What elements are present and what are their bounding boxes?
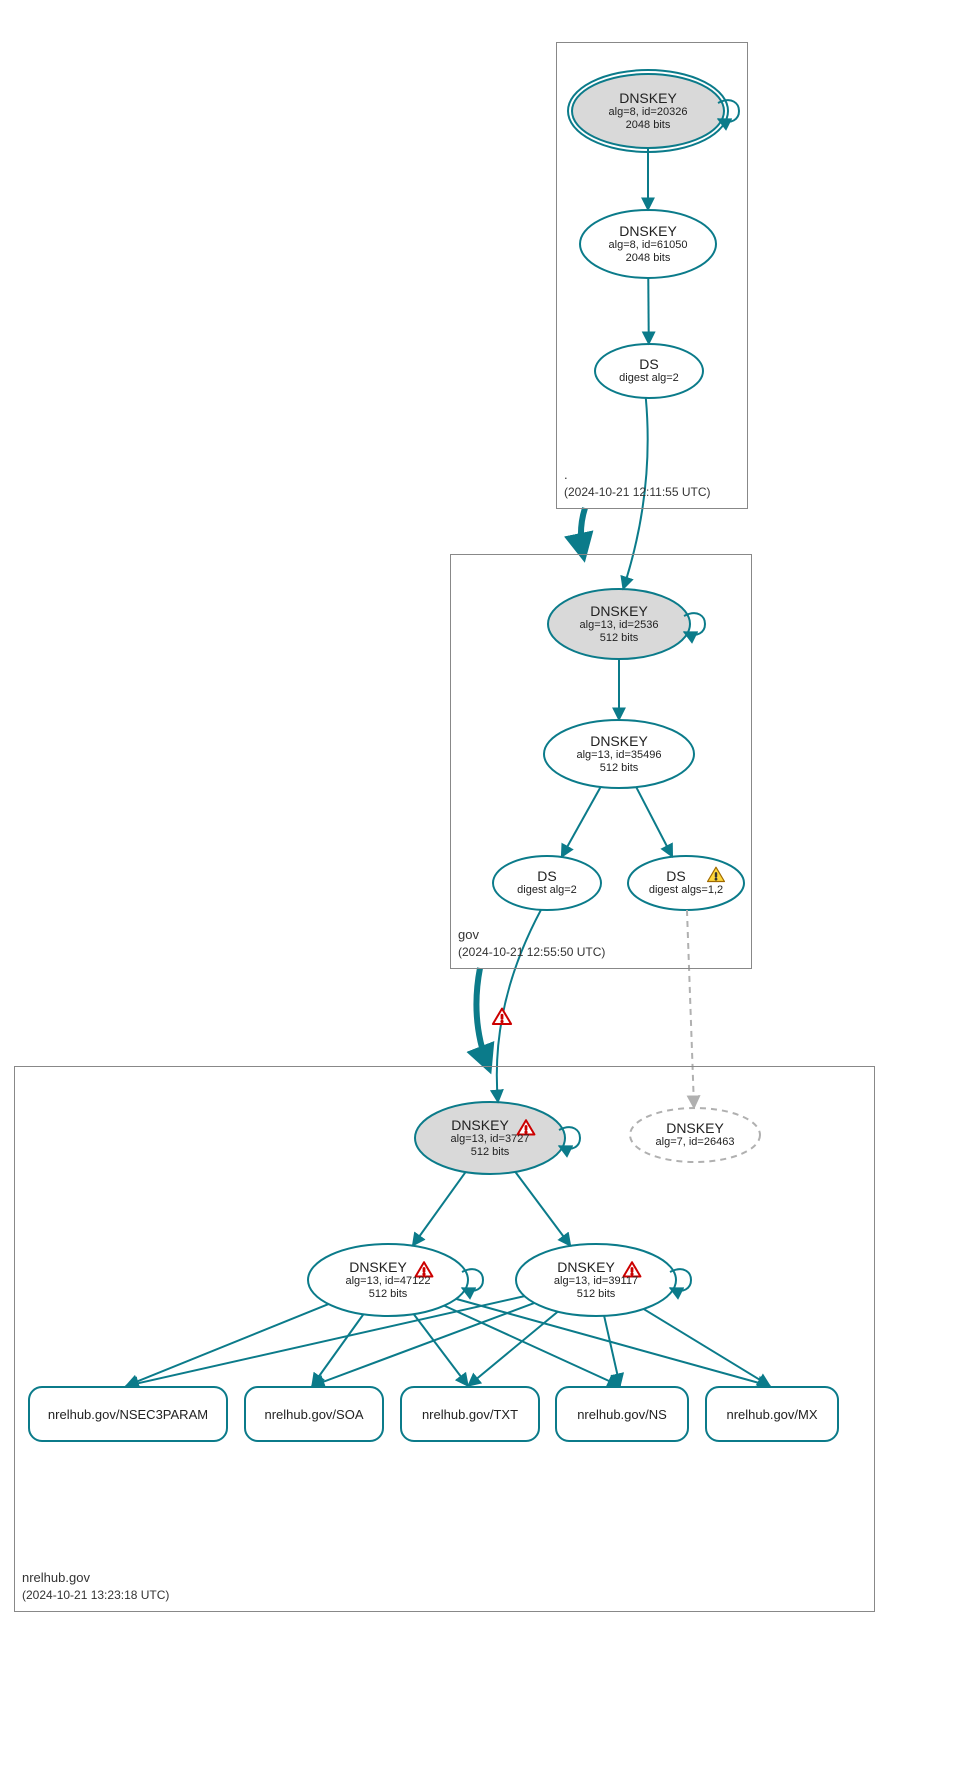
node-gov_ksk-sub2: 512 bits bbox=[600, 632, 639, 645]
node-gov_zsk-sub2: 512 bits bbox=[600, 762, 639, 775]
rrset-ns-label: nrelhub.gov/NS bbox=[577, 1407, 667, 1422]
node-nr_dashed-sub1: alg=7, id=26463 bbox=[656, 1136, 735, 1149]
node-root_ksk-title: DNSKEY bbox=[619, 90, 677, 106]
node-gov_ksk: DNSKEYalg=13, id=2536512 bits bbox=[548, 589, 690, 659]
node-root_ds-sub1: digest alg=2 bbox=[619, 372, 679, 385]
rrset-ns: nrelhub.gov/NS bbox=[555, 1386, 689, 1442]
rrset-mx-label: nrelhub.gov/MX bbox=[726, 1407, 817, 1422]
node-root_ds-title: DS bbox=[639, 356, 658, 372]
node-root_zsk-sub2: 2048 bits bbox=[626, 252, 671, 265]
node-root_ksk: DNSKEYalg=8, id=203262048 bits bbox=[572, 74, 724, 148]
node-gov_ds1-sub1: digest alg=2 bbox=[517, 884, 577, 897]
node-nr_zsk2: DNSKEYalg=13, id=39117512 bits bbox=[516, 1244, 676, 1316]
node-root_zsk-sub1: alg=8, id=61050 bbox=[609, 239, 688, 252]
zone-gov-ts: (2024-10-21 12:55:50 UTC) bbox=[458, 945, 605, 959]
node-nr_zsk2-sub1: alg=13, id=39117 bbox=[554, 1275, 638, 1288]
node-nr_zsk1-sub1: alg=13, id=47122 bbox=[345, 1275, 430, 1288]
node-root_ds: DSdigest alg=2 bbox=[595, 344, 703, 398]
node-gov_ds2-title: DS bbox=[666, 868, 685, 884]
error-icon bbox=[513, 1118, 529, 1132]
zone-nrelhub-ts: (2024-10-21 13:23:18 UTC) bbox=[22, 1588, 169, 1602]
node-nr_ksk-sub1: alg=13, id=3727 bbox=[451, 1133, 530, 1146]
rrset-soa: nrelhub.gov/SOA bbox=[244, 1386, 384, 1442]
node-root_ksk-sub1: alg=8, id=20326 bbox=[609, 106, 688, 119]
zone-root-label: . bbox=[564, 467, 568, 482]
node-gov_ds2: DSdigest algs=1,2 bbox=[628, 856, 744, 910]
node-nr_ksk: DNSKEYalg=13, id=3727512 bits bbox=[415, 1102, 565, 1174]
zone-root-ts: (2024-10-21 12:11:55 UTC) bbox=[564, 485, 711, 499]
node-nr_ksk-sub2: 512 bits bbox=[471, 1146, 510, 1159]
node-root_ksk-sub2: 2048 bits bbox=[626, 119, 671, 132]
rrset-mx: nrelhub.gov/MX bbox=[705, 1386, 839, 1442]
node-nr_zsk1: DNSKEYalg=13, id=47122512 bits bbox=[308, 1244, 468, 1316]
warn-icon bbox=[690, 869, 706, 883]
error-icon bbox=[619, 1260, 635, 1274]
node-gov_zsk-title: DNSKEY bbox=[590, 733, 648, 749]
node-root_zsk-title: DNSKEY bbox=[619, 223, 677, 239]
rrset-txt: nrelhub.gov/TXT bbox=[400, 1386, 540, 1442]
node-gov_zsk: DNSKEYalg=13, id=35496512 bits bbox=[544, 720, 694, 788]
rrset-soa-label: nrelhub.gov/SOA bbox=[264, 1407, 363, 1422]
node-nr_zsk1-sub2: 512 bits bbox=[369, 1288, 408, 1301]
node-gov_ksk-sub1: alg=13, id=2536 bbox=[580, 619, 659, 632]
node-gov_ds2-sub1: digest algs=1,2 bbox=[649, 884, 723, 897]
zone-nrelhub-label: nrelhub.gov bbox=[22, 1570, 90, 1585]
zone-gov-label: gov bbox=[458, 927, 479, 942]
node-nr_dashed-title: DNSKEY bbox=[666, 1120, 724, 1136]
node-nr_zsk1-title: DNSKEY bbox=[349, 1259, 407, 1275]
rrset-txt-label: nrelhub.gov/TXT bbox=[422, 1407, 518, 1422]
node-nr_zsk2-sub2: 512 bits bbox=[577, 1288, 616, 1301]
node-gov_ds1-title: DS bbox=[537, 868, 556, 884]
node-root_zsk: DNSKEYalg=8, id=610502048 bits bbox=[580, 210, 716, 278]
error-icon bbox=[411, 1260, 427, 1274]
node-gov_zsk-sub1: alg=13, id=35496 bbox=[576, 749, 661, 762]
node-nr_dashed: DNSKEYalg=7, id=26463 bbox=[630, 1108, 760, 1162]
rrset-nsec3: nrelhub.gov/NSEC3PARAM bbox=[28, 1386, 228, 1442]
node-nr_ksk-title: DNSKEY bbox=[451, 1117, 509, 1133]
node-gov_ksk-title: DNSKEY bbox=[590, 603, 648, 619]
node-gov_ds1: DSdigest alg=2 bbox=[493, 856, 601, 910]
node-nr_zsk2-title: DNSKEY bbox=[557, 1259, 615, 1275]
rrset-nsec3-label: nrelhub.gov/NSEC3PARAM bbox=[48, 1407, 208, 1422]
